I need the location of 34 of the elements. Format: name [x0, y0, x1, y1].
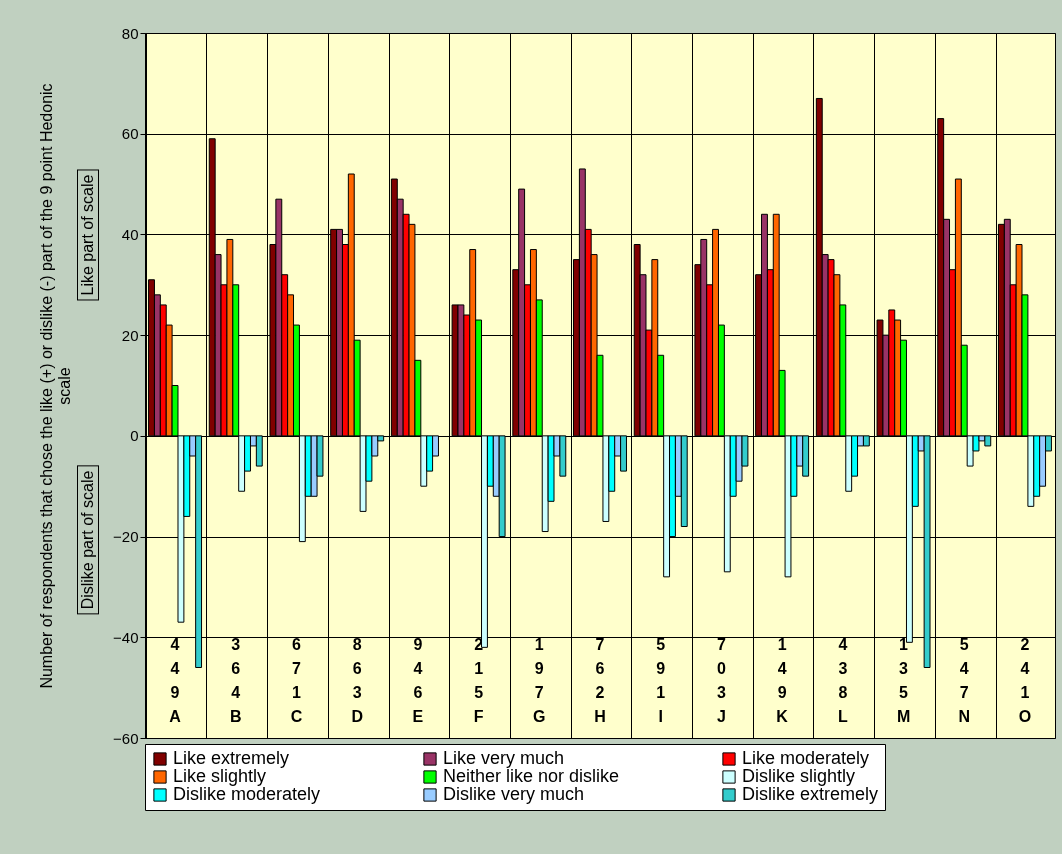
x-tick-label: 197G — [533, 635, 546, 725]
y-axis-title: Number of respondents that chose the like (+) or dislike (-) part of the 9 point Hedonic scale — [38, 83, 74, 689]
legend-label: Like very much — [443, 748, 565, 768]
text: Like part of scale — [77, 169, 99, 301]
x-tick-label: 449A — [169, 635, 182, 725]
x-tick-label: 703J — [716, 635, 726, 725]
y-tick-label: 60 — [121, 125, 139, 143]
y-tick-label: 0 — [130, 427, 139, 445]
y-tick-label: −20 — [113, 528, 139, 546]
x-tick-label: 438L — [837, 635, 848, 725]
x-tick-label: 671C — [290, 635, 303, 725]
x-tick-label: 547N — [958, 635, 971, 725]
y-tick-label: 40 — [121, 225, 139, 243]
x-tick-label: 591I — [656, 635, 666, 725]
x-tick-label: 241O — [1018, 635, 1032, 725]
legend-label: Like slightly — [173, 766, 267, 786]
legend-label: Like extremely — [173, 748, 290, 768]
x-tick-label: 946E — [412, 635, 424, 725]
x-tick-label: 149K — [776, 635, 789, 725]
y-tick-label: 20 — [121, 326, 139, 344]
y-tick-label: 80 — [121, 24, 139, 42]
legend-label: Dislike slightly — [742, 766, 856, 786]
x-tick-label: 135M — [896, 635, 911, 725]
legend-label: Dislike moderately — [173, 784, 321, 804]
text: Dislike part of scale — [77, 465, 99, 615]
x-tick-label: 762H — [594, 635, 606, 725]
legend-label: Neither like nor dislike — [443, 766, 620, 786]
legend-label: Dislike extremely — [742, 784, 879, 804]
y-tick-label: −60 — [113, 729, 139, 747]
x-tick-label: 863D — [351, 635, 363, 725]
legend-label: Like moderately — [742, 748, 870, 768]
y-tick-label: −40 — [113, 628, 139, 646]
legend-label: Dislike very much — [443, 784, 585, 804]
x-tick-label: 364B — [229, 635, 242, 725]
